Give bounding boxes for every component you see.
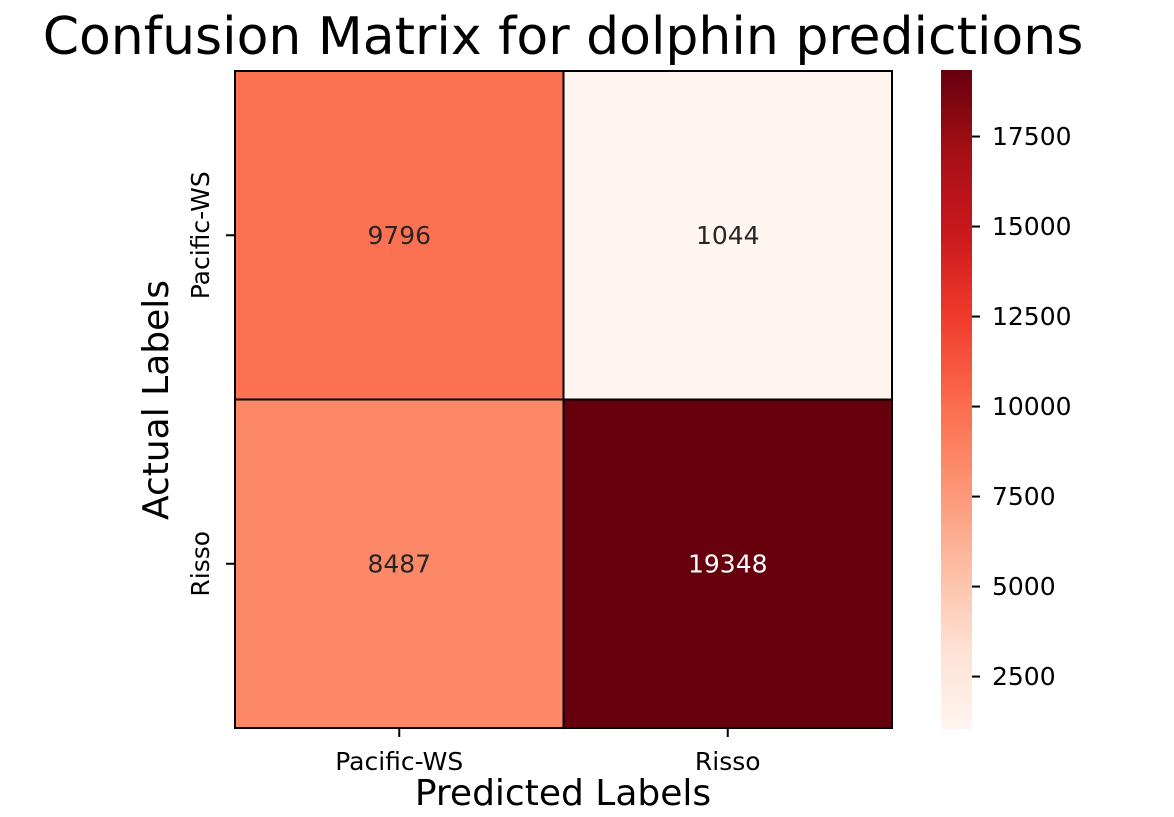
x-tick-label: Risso [695,747,761,776]
y-axis: Pacific-WS Risso [186,171,235,597]
heatmap-cell-labels: 9796 1044 8487 19348 [367,221,767,579]
colorbar-tick-label: 5000 [992,572,1056,601]
cell-value-label: 1044 [696,221,760,250]
heatmap-cell [562,398,893,729]
cell-value-label: 19348 [688,549,768,578]
x-axis-label: Predicted Labels [415,773,711,814]
heatmap-cells [234,70,893,729]
colorbar: 2500 5000 7500 10000 12500 15000 17500 [941,70,1072,729]
colorbar-gradient [941,70,972,729]
colorbar-tick-label: 15000 [992,212,1072,241]
cell-value-label: 8487 [367,549,431,578]
x-axis: Pacific-WS Risso [335,728,761,776]
colorbar-tick-label: 2500 [992,662,1056,691]
heatmap-cell [562,70,893,401]
colorbar-tick-label: 17500 [992,122,1072,151]
colorbar-ticks: 2500 5000 7500 10000 12500 15000 17500 [972,122,1072,691]
colorbar-tick-label: 10000 [992,392,1072,421]
cell-value-label: 9796 [367,221,431,250]
y-axis-label: Actual Labels [136,280,177,520]
y-tick-label: Pacific-WS [186,171,215,299]
heatmap-cell [234,398,565,729]
chart-title: Confusion Matrix for dolphin predictions [43,7,1084,67]
y-tick-label: Risso [186,531,215,597]
colorbar-tick-label: 12500 [992,302,1072,331]
colorbar-tick-label: 7500 [992,482,1056,511]
x-tick-label: Pacific-WS [335,747,463,776]
heatmap-cell [234,70,565,401]
